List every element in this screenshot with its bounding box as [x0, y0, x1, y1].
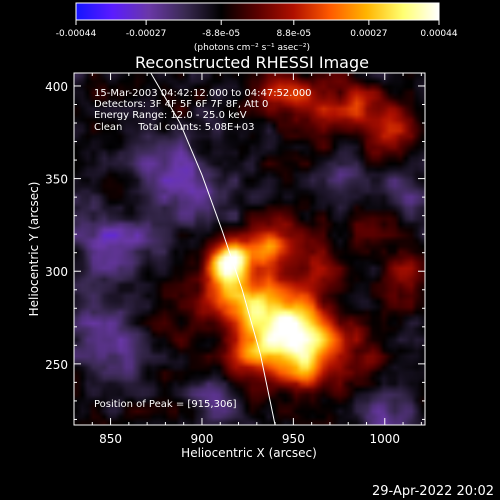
y-tick-label: 300: [45, 265, 68, 279]
axis-ticks: 850 900 950 1000 250 300 350 400: [45, 73, 425, 446]
x-tick-label: 850: [99, 432, 122, 446]
annotation-peak-position: Position of Peak = [915,306]: [94, 399, 237, 410]
chart-title: Reconstructed RHESSI Image: [135, 53, 369, 72]
x-tick-label: 950: [282, 432, 305, 446]
colorbar-unit-label: (photons cm⁻² s⁻¹ asec⁻²): [194, 43, 310, 53]
solar-limb-line: [150, 72, 276, 426]
plot-area: 850 900 950 1000 250 300 350 400: [45, 72, 426, 446]
x-axis-label: Heliocentric X (arcsec): [181, 446, 317, 460]
plot-frame: [73, 72, 426, 426]
colorbar-gradient: [75, 2, 440, 21]
colorbar-tick-label: -0.00027: [126, 29, 166, 39]
y-tick-label: 250: [45, 358, 68, 372]
colorbar-tick-label: 0.00027: [350, 29, 387, 39]
colorbar-tick-label: -0.00044: [56, 29, 97, 39]
y-tick-label: 400: [45, 80, 68, 94]
colorbar-ticks: -0.00044 -0.00027 -8.8e-05 8.8e-05 0.00027 0.…: [56, 20, 458, 39]
colorbar-tick-label: 0.00044: [420, 29, 457, 39]
x-tick-label: 1000: [370, 432, 401, 446]
annotation-time-range: 15-Mar-2003 04:42:12.000 to 04:47:52.000: [94, 88, 312, 99]
annotation-detectors: Detectors: 3F 4F 5F 6F 7F 8F, Att 0: [94, 99, 268, 110]
annotation-energy-range: Energy Range: 12.0 - 25.0 keV: [94, 110, 247, 121]
x-tick-label: 900: [191, 432, 214, 446]
heatmap-image: [74, 73, 425, 425]
observation-info: 15-Mar-2003 04:42:12.000 to 04:47:52.000…: [94, 88, 312, 410]
colorbar-tick-label: -8.8e-05: [202, 29, 240, 39]
annotation-clean-counts: Clean Total counts: 5.08E+03: [94, 122, 254, 133]
y-tick-label: 350: [45, 173, 68, 187]
colorbar-tick-label: 8.8e-05: [277, 29, 312, 39]
plot-date-stamp: 29-Apr-2022 20:02: [372, 484, 494, 499]
colorbar: -0.00044 -0.00027 -8.8e-05 8.8e-05 0.00027 0.…: [56, 2, 458, 53]
y-axis-label: Heliocentric Y (arcsec): [27, 182, 41, 317]
